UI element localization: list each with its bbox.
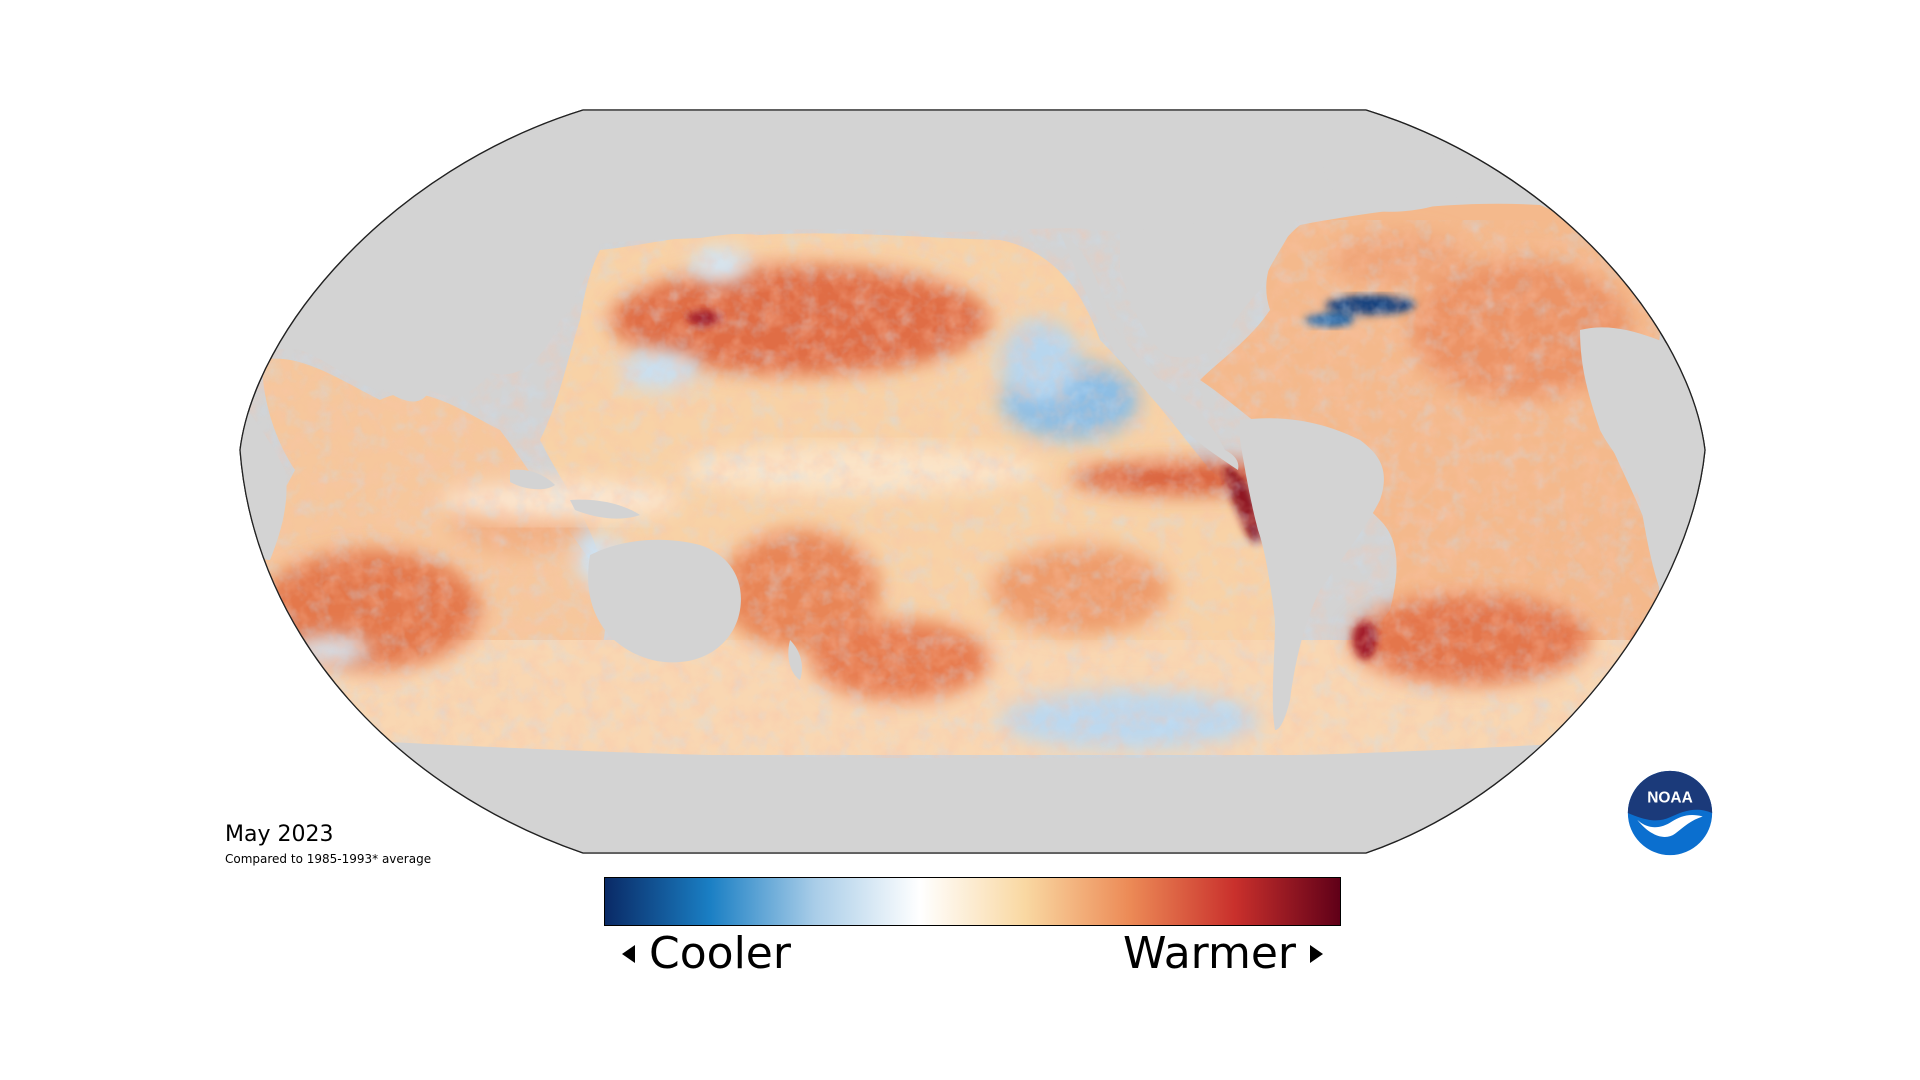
color-scale-bar (604, 877, 1341, 926)
left-arrow-icon (622, 944, 635, 963)
legend-low: Cooler (622, 928, 791, 979)
legend-low-label: Cooler (649, 928, 791, 979)
noaa-logo: NOAA (1627, 770, 1713, 856)
legend-high: Warmer (1123, 928, 1323, 979)
map-subtitle: Compared to 1985-1993* average (225, 852, 432, 866)
land-layer (240, 110, 1705, 853)
map-title: May 2023 (225, 822, 334, 847)
noaa-logo-text: NOAA (1647, 790, 1693, 807)
legend-high-label: Warmer (1123, 928, 1296, 979)
right-arrow-icon (1310, 944, 1323, 963)
